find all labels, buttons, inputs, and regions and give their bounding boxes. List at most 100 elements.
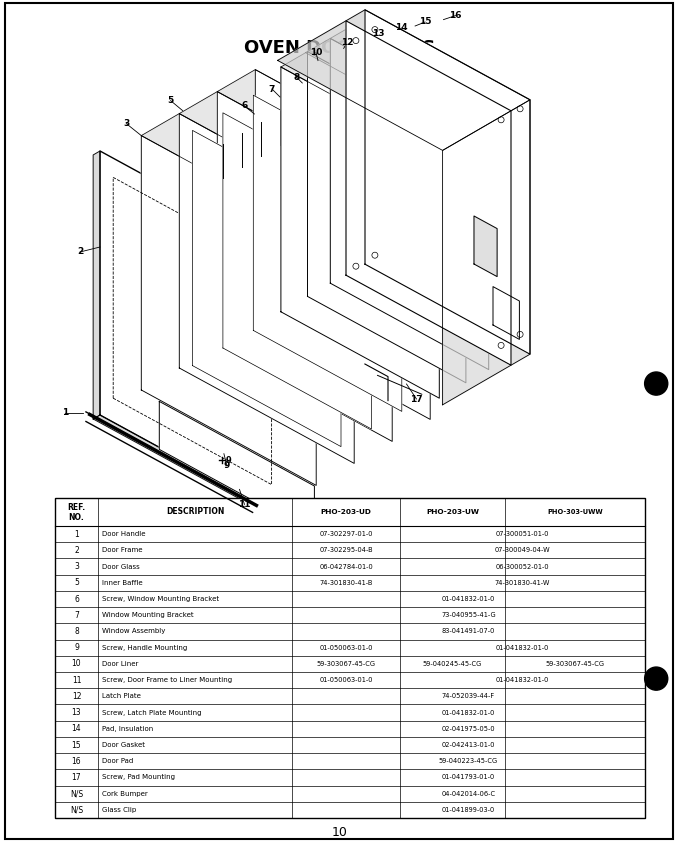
Polygon shape [218, 70, 430, 187]
Text: Screw, Latch Plate Mounting: Screw, Latch Plate Mounting [102, 710, 201, 716]
Text: 11: 11 [72, 675, 81, 685]
Polygon shape [141, 136, 316, 486]
Text: Glass Clip: Glass Clip [102, 807, 136, 813]
Text: DESCRIPTION: DESCRIPTION [166, 507, 224, 517]
Text: 9: 9 [74, 643, 79, 652]
Text: 06-300052-01-0: 06-300052-01-0 [496, 564, 549, 570]
Text: 15: 15 [71, 740, 82, 749]
Text: Door Glass: Door Glass [102, 564, 140, 570]
Text: 13: 13 [71, 708, 82, 717]
Polygon shape [180, 114, 354, 464]
Text: 10: 10 [71, 659, 82, 668]
Text: 17: 17 [71, 773, 82, 782]
Polygon shape [277, 10, 530, 150]
Polygon shape [223, 113, 371, 429]
Text: Latch Plate: Latch Plate [102, 693, 141, 700]
Text: N/S: N/S [70, 789, 83, 798]
Polygon shape [141, 114, 354, 231]
Bar [55, 498, 645, 818]
Circle shape [645, 667, 668, 690]
Text: 2: 2 [74, 545, 79, 555]
Text: 12: 12 [72, 692, 81, 701]
Text: 7: 7 [269, 84, 275, 94]
Text: Pad, Insulation: Pad, Insulation [102, 726, 153, 732]
Text: PHO-203-UW: PHO-203-UW [426, 509, 479, 515]
Text: Cork Bumper: Cork Bumper [102, 791, 148, 797]
Text: 59-303067-45-CG: 59-303067-45-CG [545, 661, 605, 667]
Text: 59-040223-45-CG: 59-040223-45-CG [439, 758, 498, 765]
Text: 59-040245-45-CG: 59-040245-45-CG [423, 661, 482, 667]
Polygon shape [305, 39, 489, 139]
Polygon shape [218, 92, 392, 442]
Polygon shape [346, 21, 511, 365]
Text: Screw, Door Frame to Liner Mounting: Screw, Door Frame to Liner Mounting [102, 677, 232, 683]
Text: 5: 5 [74, 578, 79, 588]
Text: 3: 3 [74, 562, 79, 571]
Text: 83-041491-07-0: 83-041491-07-0 [442, 628, 495, 635]
Text: 01-041832-01-0: 01-041832-01-0 [496, 677, 549, 683]
Text: 11: 11 [238, 500, 251, 509]
Text: 74-301830-41-B: 74-301830-41-B [320, 580, 373, 586]
Text: 16: 16 [71, 757, 82, 765]
Text: Screw, Window Mounting Bracket: Screw, Window Mounting Bracket [102, 596, 219, 602]
Text: 74-301830-41-W: 74-301830-41-W [495, 580, 550, 586]
Text: 01-041832-01-0: 01-041832-01-0 [442, 596, 495, 602]
Text: 59-303067-45-CG: 59-303067-45-CG [316, 661, 375, 667]
Text: Door Gasket: Door Gasket [102, 742, 145, 748]
Polygon shape [281, 67, 439, 398]
Text: OVEN DOOR PARTS: OVEN DOOR PARTS [244, 39, 436, 57]
Text: 02-041975-05-0: 02-041975-05-0 [442, 726, 495, 732]
Text: 07-302297-01-0: 07-302297-01-0 [319, 531, 373, 537]
Text: 04-042014-06-C: 04-042014-06-C [441, 791, 496, 797]
Text: Door Handle: Door Handle [102, 531, 146, 537]
Text: 15: 15 [419, 18, 431, 26]
Text: PHO-203-UD: PHO-203-UD [320, 509, 371, 515]
Polygon shape [159, 401, 314, 534]
Text: REF.: REF. [67, 503, 86, 513]
Text: 01-041832-01-0: 01-041832-01-0 [496, 645, 549, 651]
Polygon shape [474, 216, 497, 277]
Text: 10: 10 [310, 48, 322, 57]
Text: 6: 6 [74, 594, 79, 604]
Text: Window Assembly: Window Assembly [102, 628, 165, 635]
Text: 8: 8 [293, 72, 299, 82]
Text: 06-042784-01-0: 06-042784-01-0 [319, 564, 373, 570]
Text: 10: 10 [332, 825, 348, 839]
Polygon shape [330, 39, 489, 369]
Text: 01-041793-01-0: 01-041793-01-0 [442, 775, 495, 781]
Polygon shape [100, 151, 282, 514]
Polygon shape [93, 151, 100, 419]
Polygon shape [350, 28, 508, 358]
Polygon shape [330, 28, 508, 125]
Text: 9: 9 [226, 456, 232, 464]
Text: 8: 8 [74, 627, 79, 636]
Polygon shape [192, 131, 341, 447]
Text: Inner Baffle: Inner Baffle [102, 580, 143, 586]
Polygon shape [253, 95, 402, 411]
Text: 01-041899-03-0: 01-041899-03-0 [442, 807, 495, 813]
Text: Door Frame: Door Frame [102, 547, 143, 553]
Text: 2: 2 [77, 248, 83, 256]
Text: 13: 13 [372, 30, 385, 39]
Text: 16: 16 [449, 11, 462, 20]
Text: 14: 14 [396, 24, 408, 33]
Text: 74-052039-44-F: 74-052039-44-F [442, 693, 495, 700]
Text: 17: 17 [410, 395, 423, 404]
Text: 6: 6 [241, 101, 248, 110]
Text: Screw, Pad Mounting: Screw, Pad Mounting [102, 775, 175, 781]
Text: 9: 9 [224, 461, 230, 470]
Polygon shape [281, 51, 466, 153]
Text: 12: 12 [341, 38, 354, 47]
Text: 3: 3 [123, 119, 129, 128]
Text: NO.: NO. [69, 513, 84, 522]
Text: Door Liner: Door Liner [102, 661, 138, 667]
Polygon shape [443, 99, 530, 405]
Polygon shape [255, 70, 430, 420]
Text: 14: 14 [71, 724, 82, 733]
Polygon shape [307, 51, 466, 383]
Text: 02-042413-01-0: 02-042413-01-0 [442, 742, 495, 748]
Text: 1: 1 [62, 408, 68, 417]
Text: 5: 5 [167, 96, 173, 105]
Text: Screw, Handle Mounting: Screw, Handle Mounting [102, 645, 187, 651]
Text: 01-050063-01-0: 01-050063-01-0 [319, 645, 373, 651]
